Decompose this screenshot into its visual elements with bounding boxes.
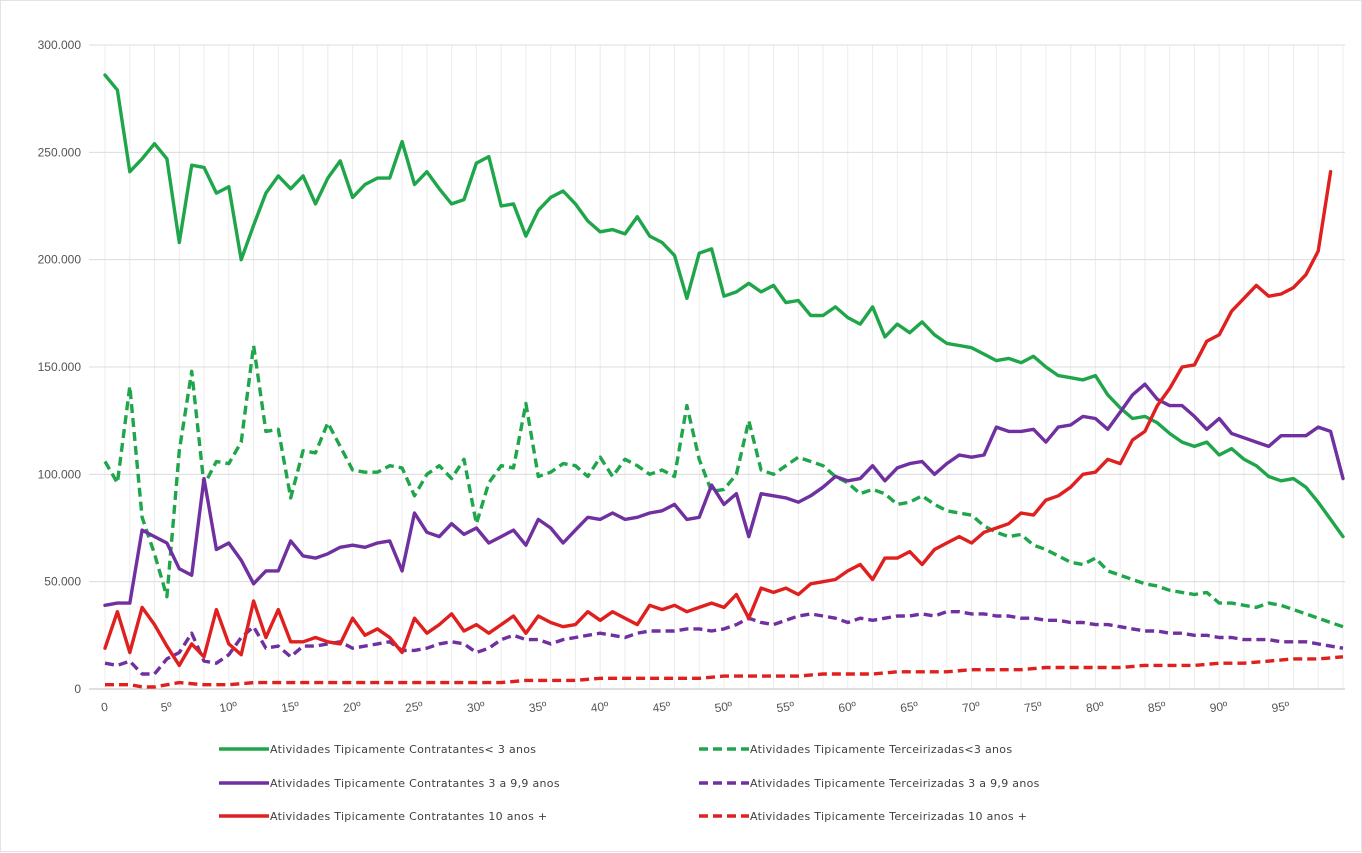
series-line-0 <box>103 73 1345 539</box>
x-tick-label: 25º <box>404 699 424 715</box>
series-line-5 <box>105 655 1344 689</box>
x-tick-label: 35º <box>528 699 548 715</box>
legend-label-4: Atividades Tipicamente Contratantes 10 a… <box>270 810 547 823</box>
legend: Atividades Tipicamente Contratantes< 3 a… <box>219 743 1040 823</box>
x-tick-label: 20º <box>342 699 362 715</box>
x-tick-label: 15º <box>280 699 300 715</box>
x-tick-label: 75º <box>1023 699 1043 715</box>
x-tick-label: 0 <box>100 700 109 715</box>
x-tick-label: 45º <box>652 699 672 715</box>
y-tick-label: 0 <box>74 682 81 696</box>
x-axis-tick-labels: 0 5º 10º 15º 20º 25º 30º 35º 40º 45º 50º 55º 60º 65º 7… <box>100 699 1291 715</box>
y-axis-tick-labels: 0 50.000 100.000 150.000 200.000 250.000 300.0… <box>38 38 82 696</box>
x-tick-label: 85º <box>1147 699 1167 715</box>
x-tick-label: 40º <box>590 699 610 715</box>
x-tick-label: 95º <box>1271 699 1291 715</box>
x-tick-label: 30º <box>466 699 486 715</box>
series-line-2 <box>103 382 1345 607</box>
series-line-3 <box>104 610 1344 676</box>
series-line-1 <box>103 343 1344 629</box>
legend-label-5: Atividades Tipicamente Terceirizadas 10 … <box>750 810 1027 823</box>
x-tick-label: 70º <box>961 699 981 715</box>
legend-label-3: Atividades Tipicamente Terceirizadas 3 a… <box>750 777 1040 790</box>
series-line-4 <box>103 170 1333 668</box>
horizontal-gridlines <box>89 44 1345 690</box>
x-tick-label: 55º <box>776 699 796 715</box>
legend-label-1: Atividades Tipicamente Terceirizadas<3 a… <box>750 743 1012 756</box>
legend-label-0: Atividades Tipicamente Contratantes< 3 a… <box>270 743 536 756</box>
series-layer <box>103 73 1345 689</box>
y-tick-label: 100.000 <box>38 467 82 481</box>
x-tick-label: 90º <box>1209 699 1229 715</box>
y-tick-label: 300.000 <box>38 38 82 52</box>
legend-label-2: Atividades Tipicamente Contratantes 3 a … <box>270 777 560 790</box>
x-tick-label: 60º <box>837 699 857 715</box>
y-tick-label: 200.000 <box>38 253 82 267</box>
x-tick-label: 50º <box>714 699 734 715</box>
y-tick-label: 50.000 <box>44 575 81 589</box>
y-tick-label: 150.000 <box>38 360 82 374</box>
x-tick-label: 80º <box>1085 699 1105 715</box>
x-tick-label: 10º <box>218 699 238 715</box>
y-tick-label: 250.000 <box>38 145 82 159</box>
x-tick-label: 65º <box>899 699 919 715</box>
x-tick-label: 5º <box>160 699 174 714</box>
